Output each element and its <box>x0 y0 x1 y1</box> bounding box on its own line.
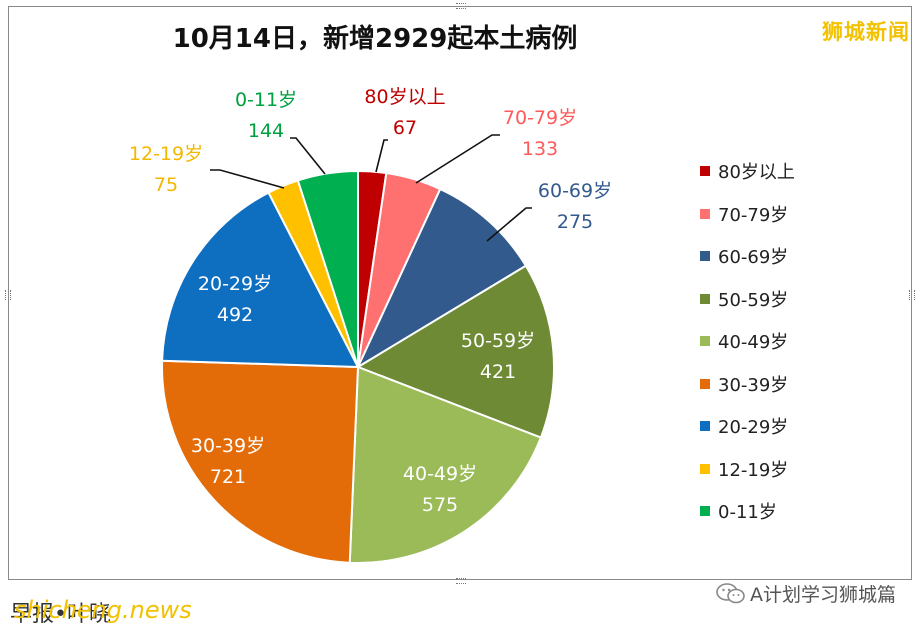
leader-line-60-69岁 <box>486 207 532 242</box>
slice-category-label: 50-59岁 <box>461 330 535 352</box>
slice-category-label: 80岁以上 <box>364 86 445 108</box>
slice-category-label: 30-39岁 <box>191 435 265 457</box>
legend-swatch <box>700 208 710 219</box>
slice-value-label: 721 <box>210 466 246 488</box>
slice-value-label: 492 <box>217 304 253 326</box>
slice-category-label: 70-79岁 <box>503 107 577 129</box>
legend-swatch <box>700 506 710 517</box>
legend-label: 80岁以上 <box>718 162 795 184</box>
legend-swatch <box>700 166 710 177</box>
slice-value-label: 575 <box>422 494 458 516</box>
slice-category-label: 60-69岁 <box>538 180 612 202</box>
slice-value-label: 75 <box>154 174 178 196</box>
legend-label: 12-19岁 <box>718 459 789 481</box>
chart-legend: 80岁以上 70-79岁 60-69岁 50-59岁 40-49岁 30-39岁 20-29… <box>700 150 795 533</box>
legend-item: 12-19岁 <box>700 448 795 491</box>
slice-value-label: 144 <box>248 120 284 142</box>
legend-item: 0-11岁 <box>700 490 795 533</box>
slice-category-label: 12-19岁 <box>129 143 203 165</box>
legend-swatch <box>700 421 710 432</box>
legend-item: 80岁以上 <box>700 150 795 193</box>
pie-slice-30-39岁 <box>161 359 360 564</box>
resize-handle-left[interactable] <box>5 290 11 300</box>
legend-swatch <box>700 293 710 304</box>
resize-handle-bottom[interactable] <box>456 578 466 584</box>
leader-line-12-19岁 <box>210 169 285 189</box>
wechat-icon <box>716 582 745 603</box>
legend-swatch <box>700 463 710 474</box>
leader-line-70-79岁 <box>415 134 500 184</box>
pie-slice-20-29岁 <box>161 191 360 369</box>
slice-category-label: 20-29岁 <box>198 273 272 295</box>
legend-label: 40-49岁 <box>718 332 789 354</box>
slice-value-label: 133 <box>522 138 558 160</box>
leader-line-0-11岁 <box>290 137 326 175</box>
resize-handle-top[interactable] <box>456 3 466 9</box>
legend-swatch <box>700 251 710 262</box>
legend-swatch <box>700 378 710 389</box>
chart-title: 10月14日，新增2929起本土病例 <box>172 24 578 54</box>
legend-item: 50-59岁 <box>700 278 795 321</box>
legend-label: 30-39岁 <box>718 374 789 396</box>
pie-slice-0-11岁 <box>296 169 359 368</box>
legend-item: 20-29岁 <box>700 405 795 448</box>
source-credit: 早报•叶晓 <box>10 602 111 627</box>
site-watermark: shicheng.news <box>14 596 192 624</box>
legend-item: 70-79岁 <box>700 193 795 236</box>
slice-value-label: 421 <box>480 361 516 383</box>
pie-slice-40-49岁 <box>348 365 543 564</box>
slice-value-label: 275 <box>557 211 593 233</box>
pie-slice-50-59岁 <box>355 264 555 439</box>
wechat-account-name: A计划学习狮城篇 <box>750 584 896 606</box>
pie-slice-60-69岁 <box>355 187 528 370</box>
legend-label: 70-79岁 <box>718 204 789 226</box>
wechat-account: A计划学习狮城篇 <box>716 580 896 607</box>
legend-label: 0-11岁 <box>718 502 777 524</box>
legend-item: 60-69岁 <box>700 235 795 278</box>
legend-label: 60-69岁 <box>718 247 789 269</box>
legend-item: 30-39岁 <box>700 363 795 406</box>
slice-category-label: 0-11岁 <box>235 89 297 111</box>
legend-item: 40-49岁 <box>700 320 795 363</box>
legend-label: 50-59岁 <box>718 289 789 311</box>
brand-logo: 狮城新闻 <box>822 20 910 44</box>
slice-category-label: 40-49岁 <box>403 463 477 485</box>
resize-handle-right[interactable] <box>909 290 915 300</box>
slice-value-label: 67 <box>393 117 417 139</box>
legend-label: 20-29岁 <box>718 417 789 439</box>
leader-line-80岁以上 <box>375 139 388 173</box>
legend-swatch <box>700 336 710 347</box>
